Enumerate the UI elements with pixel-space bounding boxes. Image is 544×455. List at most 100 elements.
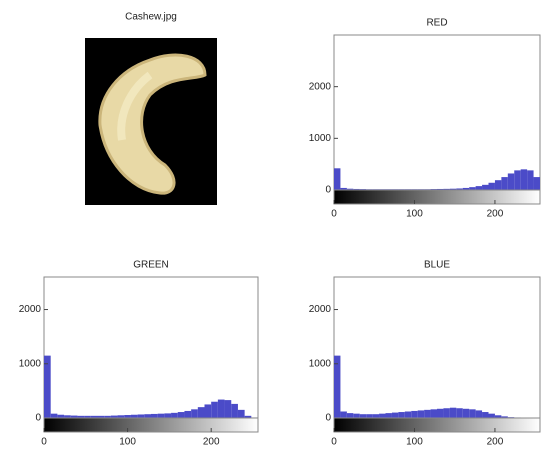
bar	[64, 415, 71, 418]
bar	[77, 415, 85, 418]
bar	[340, 187, 347, 190]
x-tick-label: 0	[41, 437, 47, 448]
cashew-highlight	[117, 71, 153, 141]
bar	[437, 188, 444, 190]
bar	[237, 409, 245, 418]
bar	[204, 404, 212, 418]
bar	[104, 415, 111, 418]
bar	[151, 413, 158, 418]
y-tick-label: 0	[325, 413, 331, 424]
colorbar	[333, 189, 541, 205]
y-tick-label: 2000	[309, 304, 332, 315]
bar	[379, 413, 386, 418]
bar	[398, 412, 405, 418]
bar	[462, 408, 470, 418]
bar	[520, 169, 528, 190]
x-tick-label: 0	[331, 209, 337, 220]
bar	[334, 168, 341, 190]
bar	[475, 410, 483, 418]
x-tick-label: 100	[119, 437, 136, 448]
bar	[171, 412, 178, 418]
bar	[70, 415, 78, 418]
bar	[346, 413, 354, 418]
x-tick-label: 200	[487, 209, 504, 220]
bar	[501, 416, 508, 418]
bar	[494, 415, 502, 418]
bar	[443, 408, 450, 418]
bar	[244, 415, 252, 418]
y-tick-label: 2000	[309, 81, 332, 92]
bar	[424, 409, 431, 418]
bar	[443, 188, 450, 190]
bar	[385, 413, 392, 418]
x-tick-label: 0	[331, 437, 337, 448]
bar	[456, 188, 463, 190]
y-tick-label: 1000	[309, 358, 332, 369]
bar	[359, 414, 367, 418]
bar	[437, 408, 444, 418]
bar	[340, 411, 347, 418]
bar	[482, 184, 489, 190]
bar	[488, 182, 495, 190]
bar	[144, 414, 151, 418]
y-tick-label: 1000	[309, 133, 332, 144]
y-tick-label: 0	[325, 185, 331, 196]
chart-title: RED	[426, 18, 447, 29]
bar	[137, 414, 145, 418]
bar	[507, 173, 515, 190]
bar	[164, 413, 172, 418]
y-tick-label: 0	[35, 413, 41, 424]
chart-title: BLUE	[424, 260, 450, 271]
bar	[117, 415, 125, 418]
bar	[533, 177, 540, 190]
bar	[391, 412, 399, 418]
bar	[482, 412, 489, 418]
bar	[527, 170, 534, 190]
cashew	[98, 53, 207, 195]
bar	[124, 415, 131, 418]
x-tick-label: 200	[487, 437, 504, 448]
bar	[475, 186, 483, 190]
bar	[430, 409, 437, 418]
plot-area	[43, 276, 259, 419]
bar	[90, 415, 98, 418]
y-tick-label: 1000	[19, 358, 42, 369]
bar	[353, 188, 360, 190]
bar	[177, 412, 185, 418]
bar	[50, 413, 58, 418]
bar	[231, 403, 238, 418]
bar	[211, 401, 218, 418]
bar	[494, 180, 502, 190]
image-title: Cashew.jpg	[125, 12, 177, 23]
bar	[44, 355, 51, 418]
bar	[184, 410, 192, 418]
x-tick-label: 100	[406, 437, 423, 448]
bar	[366, 414, 373, 418]
bar	[462, 187, 470, 190]
bar	[217, 399, 225, 418]
bar	[417, 410, 425, 418]
bar	[449, 188, 457, 190]
x-tick-label: 100	[406, 209, 423, 220]
y-tick-label: 2000	[19, 304, 42, 315]
bar	[110, 415, 118, 418]
bar	[57, 414, 65, 418]
bar	[224, 400, 232, 418]
colorbar	[43, 417, 259, 433]
bar	[469, 409, 476, 418]
bar	[334, 355, 341, 418]
bar	[346, 188, 354, 190]
plot-area	[333, 276, 541, 419]
bar	[449, 407, 457, 418]
x-tick-label: 200	[203, 437, 220, 448]
plot-area	[333, 34, 541, 191]
bar	[191, 409, 198, 418]
bar	[372, 414, 380, 418]
bar	[411, 410, 418, 418]
bar	[84, 415, 91, 418]
chart-title: GREEN	[133, 260, 169, 271]
bar	[514, 170, 521, 190]
bar	[469, 187, 476, 190]
